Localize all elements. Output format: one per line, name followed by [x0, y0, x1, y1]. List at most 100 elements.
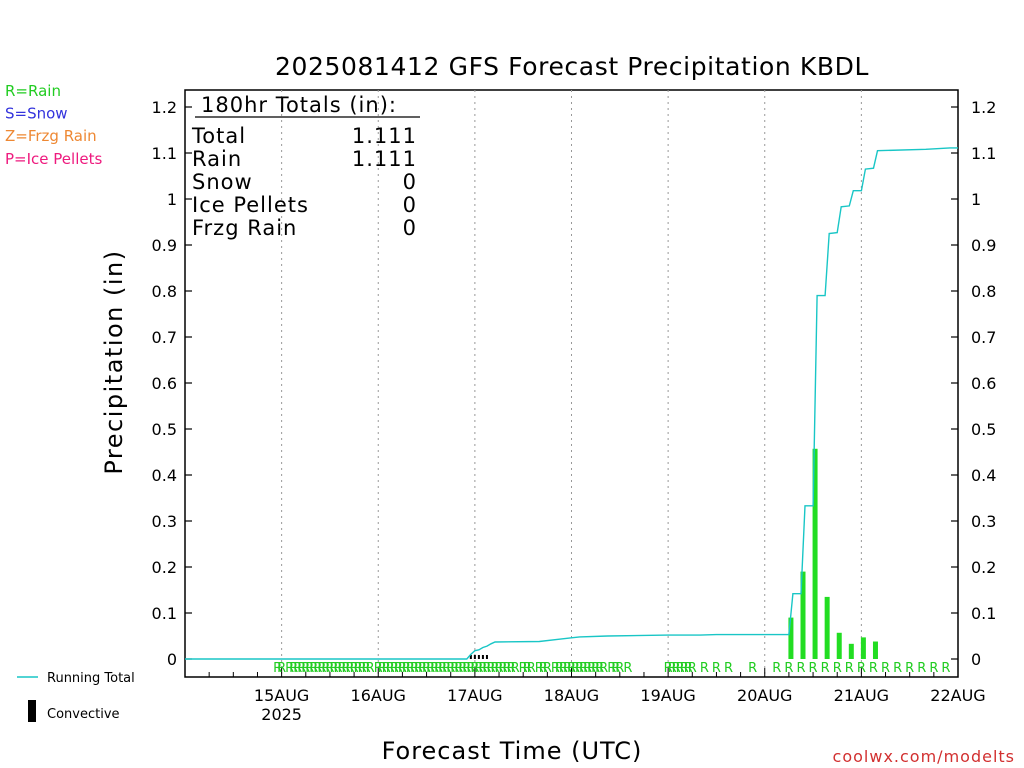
y-tick-label-right: 0.4	[971, 466, 996, 485]
x-tick-label: 16AUG	[351, 686, 406, 705]
y-axis-ticks: 0 00.1 0.10.2 0.20.3 0.30.4 0.40.5 0.50.6 0.60.…	[152, 98, 997, 669]
rain-marker: R	[905, 661, 914, 676]
rain-marker: R	[809, 661, 818, 676]
rain-marker: R	[350, 661, 359, 676]
convective-bar	[812, 448, 818, 659]
convective-bar	[836, 632, 842, 659]
rain-marker: R	[672, 661, 681, 676]
totals-row-value: 1.111	[352, 147, 417, 171]
x-tick-label: 17AUG	[447, 686, 502, 705]
y-tick-label-left: 0.9	[152, 236, 177, 255]
rain-marker: R	[607, 661, 616, 676]
convective-bar	[800, 571, 806, 659]
convective-bar	[824, 596, 830, 659]
x-tick-label: 20AUG	[737, 686, 792, 705]
rain-marker: R	[418, 661, 427, 676]
rain-marker: R	[414, 661, 423, 676]
totals-box: 180hr Totals (in): Total 1.111 Rain 1.111 Sno…	[191, 93, 420, 240]
rain-marker: R	[289, 661, 298, 676]
y-tick-label-right: 0.9	[971, 236, 996, 255]
rain-marker: R	[869, 661, 878, 676]
y-tick-label-left: 0.8	[152, 282, 177, 301]
rain-marker: R	[313, 661, 322, 676]
x-axis-label: Forecast Time (UTC)	[382, 737, 643, 765]
convective-bar	[788, 617, 794, 659]
rain-marker: R	[748, 661, 757, 676]
rain-marker: R	[317, 661, 326, 676]
rain-marker: R	[454, 661, 463, 676]
totals-row-label: Rain	[192, 147, 242, 171]
y-tick-label-left: 0.2	[152, 558, 177, 577]
convective-legend-label: Convective	[47, 707, 120, 722]
totals-row-value: 0	[403, 193, 417, 217]
convective-bars	[469, 448, 878, 659]
rain-marker: R	[543, 661, 552, 676]
y-tick-label-right: 0.6	[971, 374, 996, 393]
chart-title: 2025081412 GFS Forecast Precipitation KB…	[275, 52, 869, 81]
rain-marker: R	[297, 661, 306, 676]
rain-marker: R	[305, 661, 314, 676]
rain-marker: R	[563, 661, 572, 676]
rain-marker: R	[382, 661, 391, 676]
totals-row-label: Frzg Rain	[192, 216, 297, 240]
rain-marker: R	[503, 661, 512, 676]
y-tick-label-left: 1.2	[152, 98, 177, 117]
rain-marker: R	[446, 661, 455, 676]
rain-marker: R	[273, 661, 282, 676]
y-tick-label-left: 0.5	[152, 420, 177, 439]
y-axis-label: Precipitation (in)	[100, 249, 128, 474]
convective-bar	[473, 655, 476, 659]
rain-marker: R	[301, 661, 310, 676]
convective-bar	[485, 655, 488, 659]
rain-marker: R	[623, 661, 632, 676]
ptype-legend-item: R=Rain	[5, 82, 61, 100]
y-tick-label-right: 1.2	[971, 98, 996, 117]
rain-marker: R	[917, 661, 926, 676]
rain-marker: R	[309, 661, 318, 676]
rain-marker: R	[833, 661, 842, 676]
totals-heading: 180hr Totals (in):	[201, 93, 397, 117]
rain-marker: R	[470, 661, 479, 676]
credit-text: coolwx.com/modelts	[833, 747, 1015, 766]
rain-marker: R	[845, 661, 854, 676]
rain-marker: R	[595, 661, 604, 676]
totals-row-label: Snow	[192, 170, 253, 194]
rain-marker: R	[523, 661, 532, 676]
running-total-legend-label: Running Total	[47, 671, 135, 686]
rain-marker: R	[277, 661, 286, 676]
rain-marker: R	[700, 661, 709, 676]
convective-bar	[477, 655, 480, 659]
rain-marker: R	[772, 661, 781, 676]
ptype-legend-item: Z=Frzg Rain	[5, 127, 97, 145]
rain-marker: R	[535, 661, 544, 676]
rain-marker: R	[410, 661, 419, 676]
rain-marker: R	[450, 661, 459, 676]
rain-marker: R	[325, 661, 334, 676]
rain-marker: R	[539, 661, 548, 676]
rain-marker: R	[579, 661, 588, 676]
totals-row-value: 0	[403, 170, 417, 194]
rain-marker: R	[680, 661, 689, 676]
convective-bar	[860, 637, 866, 659]
rain-marker: R	[519, 661, 528, 676]
y-tick-label-left: 0.3	[152, 512, 177, 531]
rain-marker: R	[857, 661, 866, 676]
x-tick-label: 21AUG	[834, 686, 889, 705]
convective-bar	[469, 655, 472, 659]
y-tick-label-right: 1.1	[971, 144, 996, 163]
totals-row-label: Ice Pellets	[192, 193, 309, 217]
rain-marker: R	[575, 661, 584, 676]
rain-marker: R	[490, 661, 499, 676]
y-tick-label-right: 1	[971, 190, 981, 209]
y-tick-label-right: 0.8	[971, 282, 996, 301]
rain-marker: R	[378, 661, 387, 676]
rain-marker: R	[507, 661, 516, 676]
y-tick-label-left: 1	[167, 190, 177, 209]
rain-marker: R	[337, 661, 346, 676]
rain-marker: R	[442, 661, 451, 676]
rain-marker: R	[333, 661, 342, 676]
x-tick-label: 19AUG	[640, 686, 695, 705]
x-tick-label: 18AUG	[544, 686, 599, 705]
y-tick-label-left: 0.1	[152, 604, 177, 623]
